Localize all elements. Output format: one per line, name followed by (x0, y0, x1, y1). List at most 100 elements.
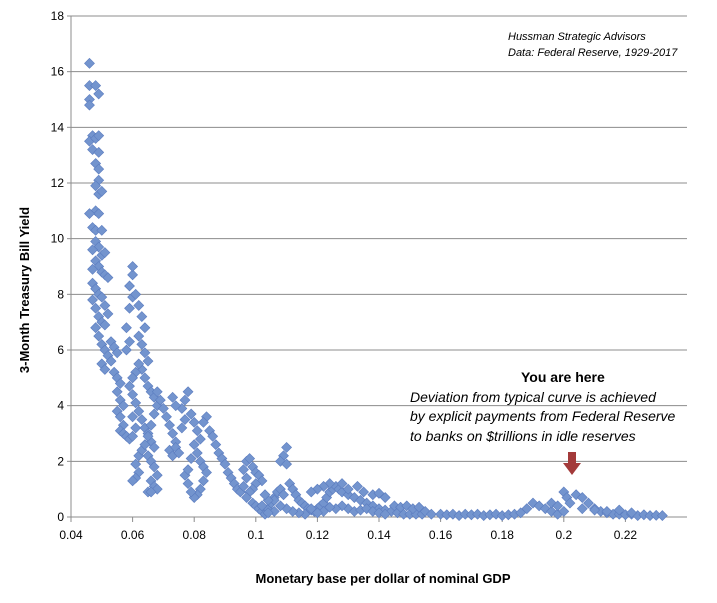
data-point (130, 397, 142, 409)
data-point (241, 472, 252, 484)
data-point (305, 486, 317, 498)
data-point (241, 492, 252, 503)
data-point (185, 486, 197, 498)
annotation-line-1: Deviation from typical curve is achieved (410, 389, 657, 405)
data-point (133, 405, 145, 417)
data-point (145, 419, 157, 431)
data-point (133, 300, 145, 311)
data-point (105, 355, 117, 367)
data-point (201, 467, 212, 478)
data-point (117, 400, 129, 412)
data-point (626, 507, 637, 519)
data-point (161, 411, 172, 423)
data-point (182, 464, 194, 476)
data-point (539, 503, 551, 515)
data-point (93, 208, 105, 220)
x-tick-labels: 0.04 0.06 0.08 0.1 0.12 0.14 0.16 0.18 0.2 0.22 (59, 528, 637, 542)
x-tick-label: 0.18 (491, 528, 515, 542)
data-point (164, 419, 175, 431)
data-point (521, 503, 533, 515)
data-point (198, 475, 209, 487)
data-point (268, 506, 280, 517)
data-point (188, 416, 200, 428)
data-point (281, 458, 293, 470)
data-point (151, 469, 163, 481)
data-point (127, 372, 139, 384)
data-point (361, 503, 373, 515)
data-point (613, 504, 625, 516)
data-point (139, 322, 151, 334)
y-tick-label: 14 (51, 120, 65, 134)
x-tick-label: 0.2 (555, 528, 572, 542)
data-point (167, 391, 179, 403)
y-tick-label: 10 (51, 232, 65, 246)
x-tick-label: 0.1 (247, 528, 264, 542)
data-point (179, 394, 191, 406)
data-point (275, 500, 286, 512)
data-point (96, 185, 108, 197)
x-tick-label: 0.04 (59, 528, 83, 542)
data-point (127, 389, 139, 400)
data-points (84, 57, 668, 522)
annotation-line-2: by explicit payments from Federal Reserv… (410, 408, 676, 424)
data-point (170, 400, 182, 412)
data-point (173, 447, 185, 459)
data-point (96, 291, 108, 303)
data-point (207, 430, 219, 442)
data-point (191, 425, 203, 437)
data-point (238, 480, 249, 492)
annotation-line-3: to banks on $trillions in idle reserves (410, 428, 636, 444)
data-point (167, 428, 179, 439)
data-point (379, 492, 391, 503)
down-arrow-icon (563, 452, 581, 475)
data-point (182, 386, 194, 398)
data-point (145, 486, 157, 498)
data-point (185, 453, 197, 464)
data-point (139, 347, 151, 359)
data-point (154, 394, 166, 406)
data-point (99, 319, 111, 331)
data-point (96, 224, 108, 236)
gridlines (67, 15, 687, 518)
y-tick-label: 8 (57, 287, 64, 301)
data-point (127, 411, 139, 423)
data-point (601, 506, 613, 517)
data-point (358, 486, 370, 498)
data-point (656, 510, 668, 522)
x-tick-label: 0.06 (121, 528, 145, 542)
data-point (90, 322, 102, 334)
y-tick-label: 6 (57, 343, 64, 357)
data-point (127, 269, 139, 281)
data-point (148, 441, 160, 453)
data-point (425, 508, 437, 520)
data-point (99, 364, 111, 375)
data-point (84, 99, 95, 111)
data-point (142, 355, 154, 367)
annotation-title: You are here (521, 369, 605, 385)
data-point (127, 475, 139, 487)
data-point (188, 439, 200, 451)
data-point (124, 302, 135, 314)
data-point (413, 501, 425, 513)
data-point (244, 453, 256, 464)
data-point (93, 163, 105, 175)
data-point (305, 503, 317, 515)
data-point (576, 503, 588, 515)
data-point (136, 414, 148, 426)
data-point (130, 288, 142, 300)
data-point (318, 506, 329, 517)
data-point (121, 322, 132, 334)
data-point (114, 411, 126, 423)
data-point (176, 422, 188, 434)
data-point (127, 430, 139, 442)
data-point (93, 330, 105, 342)
data-point (102, 308, 114, 320)
data-point (198, 416, 209, 428)
y-tick-label: 18 (51, 9, 65, 23)
data-point (191, 447, 203, 459)
data-point (576, 492, 588, 503)
data-point (367, 506, 379, 517)
data-point (139, 439, 151, 451)
data-point (127, 261, 139, 272)
